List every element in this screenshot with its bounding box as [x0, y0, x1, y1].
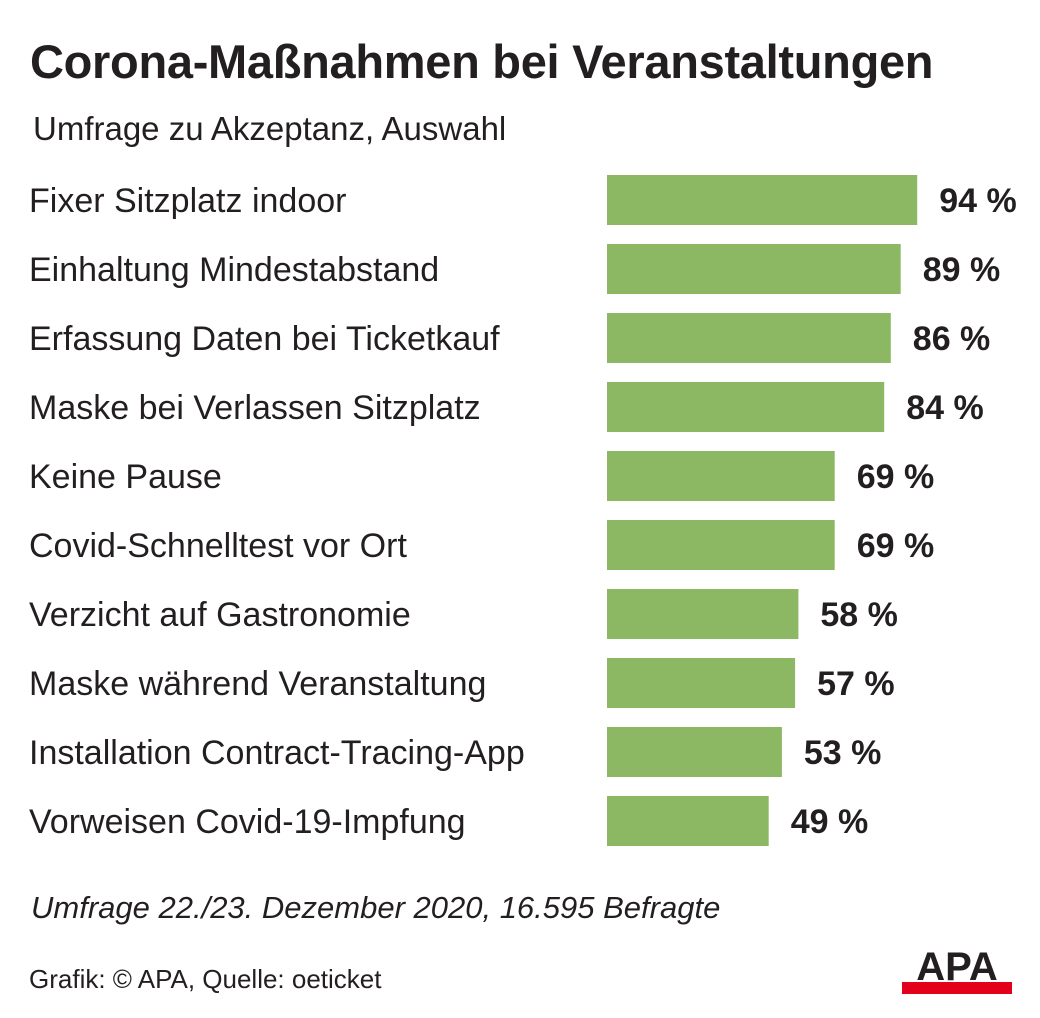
category-label: Erfassung Daten bei Ticketkauf	[29, 320, 500, 358]
bar	[607, 658, 796, 708]
category-label: Maske bei Verlassen Sitzplatz	[29, 389, 481, 427]
chart-subtitle: Umfrage zu Akzeptanz, Auswahl	[33, 110, 507, 147]
category-label: Fixer Sitzplatz indoor	[29, 182, 346, 220]
category-label: Einhaltung Mindestabstand	[29, 251, 439, 289]
logo-red-bar	[902, 982, 1012, 994]
category-label: Vorweisen Covid-19-Impfung	[29, 803, 466, 841]
bar	[607, 451, 835, 501]
bar	[607, 313, 891, 363]
data-label: 49 %	[791, 803, 869, 841]
category-label: Maske während Veranstaltung	[29, 665, 486, 703]
source-credit: Grafik: © APA, Quelle: oeticket	[29, 964, 382, 994]
data-label: 69 %	[857, 527, 935, 565]
bar	[607, 727, 782, 777]
category-label: Covid-Schnelltest vor Ort	[29, 527, 407, 565]
data-label: 86 %	[913, 320, 991, 358]
data-label: 89 %	[923, 251, 1001, 289]
category-label: Verzicht auf Gastronomie	[29, 596, 411, 634]
category-label: Installation Contract-Tracing-App	[29, 734, 525, 772]
bar	[607, 244, 901, 294]
data-label: 57 %	[817, 665, 895, 703]
data-label: 84 %	[906, 389, 984, 427]
data-label: 58 %	[820, 596, 898, 634]
survey-note: Umfrage 22./23. Dezember 2020, 16.595 Be…	[31, 890, 721, 925]
bar	[607, 520, 835, 570]
data-label: 53 %	[804, 734, 882, 772]
bar	[607, 175, 918, 225]
logo-text: APA	[916, 945, 997, 989]
data-label: 94 %	[939, 182, 1017, 220]
bar	[607, 589, 799, 639]
category-label: Keine Pause	[29, 458, 222, 496]
chart-title: Corona-Maßnahmen bei Veranstaltungen	[30, 35, 934, 88]
bar	[607, 382, 885, 432]
data-label: 69 %	[857, 458, 935, 496]
bar	[607, 796, 769, 846]
apa-logo: APA	[902, 945, 1012, 994]
